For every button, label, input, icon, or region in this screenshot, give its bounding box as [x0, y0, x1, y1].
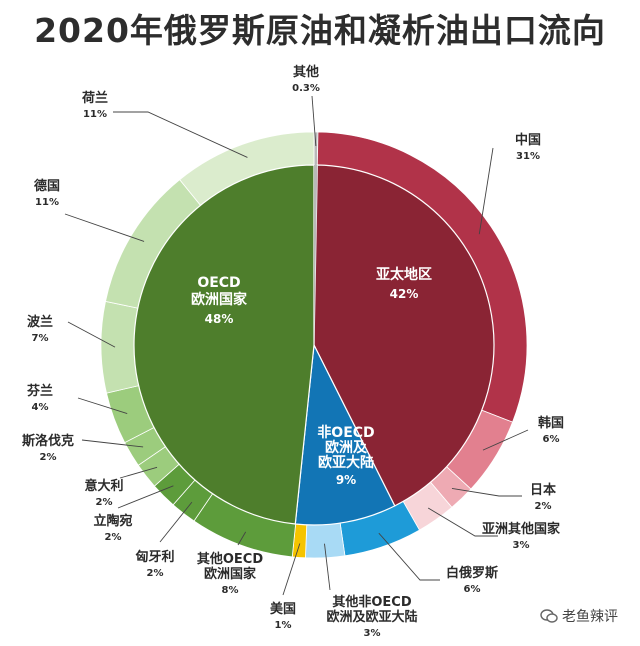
outer-label-16-pct: 11% — [83, 109, 107, 120]
outer-label-2-pct: 6% — [543, 434, 560, 445]
outer-label-6-name-1: 欧洲及欧亚大陆 — [326, 609, 417, 625]
outer-label-15-name-0: 德国 — [34, 178, 60, 194]
inner-slice-oecd — [133, 164, 315, 525]
inner-label-oecd-pct: 48% — [205, 312, 234, 326]
watermark: 老鱼辣评 — [540, 606, 618, 626]
leader-line-9 — [159, 501, 193, 543]
outer-label-3-pct: 2% — [535, 501, 552, 512]
inner-label-nonoecd-line-0: 非OECD — [317, 424, 374, 441]
leader-line-10 — [117, 485, 174, 509]
outer-label-6-name-0: 其他非OECD — [332, 594, 411, 610]
outer-label-9-name-0: 匈牙利 — [135, 549, 174, 565]
outer-label-15-pct: 11% — [35, 197, 59, 208]
leader-line-5 — [378, 532, 440, 581]
outer-label-7-pct: 1% — [275, 620, 292, 631]
outer-label-12-name-0: 斯洛伐克 — [22, 433, 74, 449]
inner-slice-nonoecd — [294, 342, 396, 526]
wechat-icon — [540, 609, 558, 623]
outer-label-11-pct: 2% — [96, 497, 113, 508]
outer-label-8-name-0: 其他OECD — [197, 551, 263, 567]
outer-label-13-pct: 4% — [32, 402, 49, 413]
leader-line-4 — [427, 507, 498, 537]
outer-label-8-pct: 8% — [222, 585, 239, 596]
leader-line-11 — [119, 466, 158, 479]
leader-line-15 — [64, 213, 145, 242]
inner-label-asia-line-0: 亚太地区 — [376, 266, 432, 283]
leader-line-13 — [77, 397, 128, 415]
chart-title: 2020年俄罗斯原油和凝析油出口流向 — [34, 11, 606, 50]
leader-line-6 — [324, 543, 331, 591]
outer-label-0-name-0: 其他 — [293, 64, 319, 80]
outer-label-10-pct: 2% — [105, 532, 122, 543]
inner-slice-asia — [313, 164, 495, 507]
outer-label-2-name-0: 韩国 — [538, 415, 564, 431]
inner-label-oecd-line-1: 欧洲国家 — [191, 291, 248, 308]
outer-label-9-pct: 2% — [147, 568, 164, 579]
outer-label-14-name-0: 波兰 — [27, 314, 53, 330]
outer-label-3-name-0: 日本 — [530, 482, 556, 498]
leader-line-2 — [482, 429, 529, 451]
inner-label-oecd-line-0: OECD — [197, 275, 240, 291]
outer-label-11-name-0: 意大利 — [84, 478, 123, 494]
outer-label-13-name-0: 芬兰 — [26, 383, 53, 399]
inner-label-nonoecd-pct: 9% — [336, 473, 356, 487]
outer-label-1-name-0: 中国 — [515, 132, 541, 148]
outer-label-1-pct: 31% — [516, 151, 540, 162]
outer-label-8-name-1: 欧洲国家 — [204, 566, 257, 582]
leader-line-3 — [451, 487, 522, 497]
outer-label-0-pct: 0.3% — [292, 83, 320, 94]
outer-label-14-pct: 7% — [32, 333, 49, 344]
outer-label-16-name-0: 荷兰 — [81, 90, 108, 106]
watermark-text: 老鱼辣评 — [562, 609, 618, 625]
inner-slice-other — [314, 165, 318, 345]
leader-line-16 — [113, 111, 248, 158]
leader-line-0 — [311, 95, 317, 147]
leader-line-1 — [478, 147, 494, 235]
leader-line-14 — [67, 321, 116, 348]
outer-label-5-pct: 6% — [464, 584, 481, 595]
inner-label-nonoecd-line-1: 欧洲及 — [325, 439, 368, 456]
outer-label-6-pct: 3% — [364, 628, 381, 639]
outer-label-4-name-0: 亚洲其他国家 — [482, 521, 561, 537]
outer-label-12-pct: 2% — [40, 452, 57, 463]
outer-label-4-pct: 3% — [513, 540, 530, 551]
outer-label-10-name-0: 立陶宛 — [93, 513, 132, 529]
inner-label-nonoecd-line-2: 欧亚大陆 — [318, 454, 374, 471]
outer-label-5-name-0: 白俄罗斯 — [446, 565, 498, 581]
leader-line-7 — [282, 543, 301, 596]
leader-line-8 — [237, 531, 247, 546]
leader-line-12 — [81, 439, 144, 448]
inner-label-asia-pct: 42% — [390, 287, 419, 301]
outer-label-7-name-0: 美国 — [270, 601, 296, 617]
